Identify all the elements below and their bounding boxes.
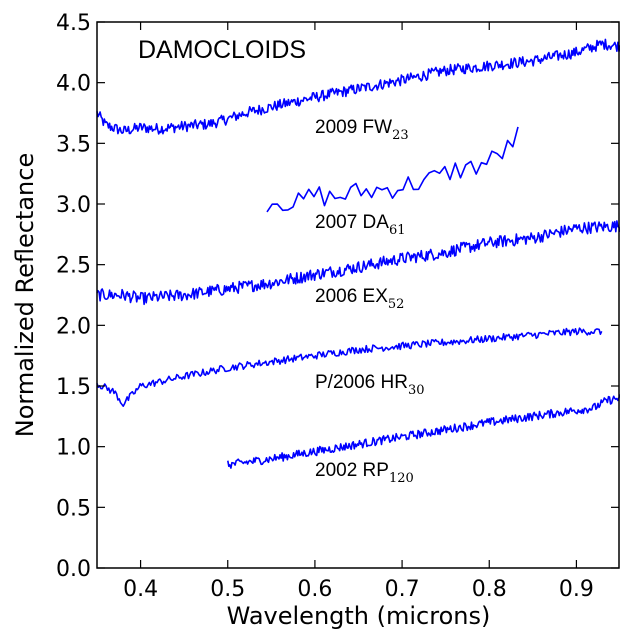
y-tick-label: 1.0 (56, 436, 91, 461)
x-tick-label: 0.4 (123, 577, 158, 602)
y-tick-label: 0.5 (56, 496, 91, 521)
series-line-0 (96, 38, 620, 135)
x-tick-label: 0.7 (385, 577, 420, 602)
x-tick-label: 0.8 (472, 577, 507, 602)
y-tick-label: 2.0 (56, 314, 91, 339)
series-line-3 (96, 327, 603, 408)
series-label-0: 2009 FW23 (315, 117, 409, 143)
x-tick-label: 0.9 (559, 577, 594, 602)
plot-frame (96, 21, 620, 569)
series-layer (96, 38, 620, 469)
x-tick-label: 0.5 (210, 577, 245, 602)
y-tick-label: 3.5 (56, 132, 91, 157)
series-label-1: 2007 DA61 (315, 212, 406, 238)
y-tick-label: 3.0 (56, 193, 91, 218)
series-line-2 (96, 220, 620, 306)
y-tick-label: 4.5 (56, 11, 91, 36)
series-label-2: 2006 EX52 (315, 286, 404, 312)
series-label-4: 2002 RP120 (315, 460, 414, 486)
x-axis-label: Wavelength (microns) (227, 602, 491, 630)
x-tick-label: 0.6 (297, 577, 332, 602)
series-label-layer: 2009 FW23 2007 DA61 2006 EX52 P/2006 HR30 20… (315, 117, 425, 486)
y-tick-label: 2.5 (56, 254, 91, 279)
y-tick-label: 0.0 (56, 557, 91, 582)
series-line-4 (227, 394, 620, 469)
series-label-3: P/2006 HR30 (315, 372, 425, 398)
y-tick-label: 4.0 (56, 72, 91, 97)
chart-title: DAMOCLOIDS (138, 36, 306, 64)
series-line-1 (266, 126, 519, 213)
tick-layer: 0.4 0.5 0.6 0.7 0.8 0.9 0.0 0.5 1.0 1.5 2.0 2.5 3.0 3… (56, 11, 619, 602)
y-axis-label: Normalized Reflectance (11, 153, 39, 437)
y-tick-label: 1.5 (56, 375, 91, 400)
